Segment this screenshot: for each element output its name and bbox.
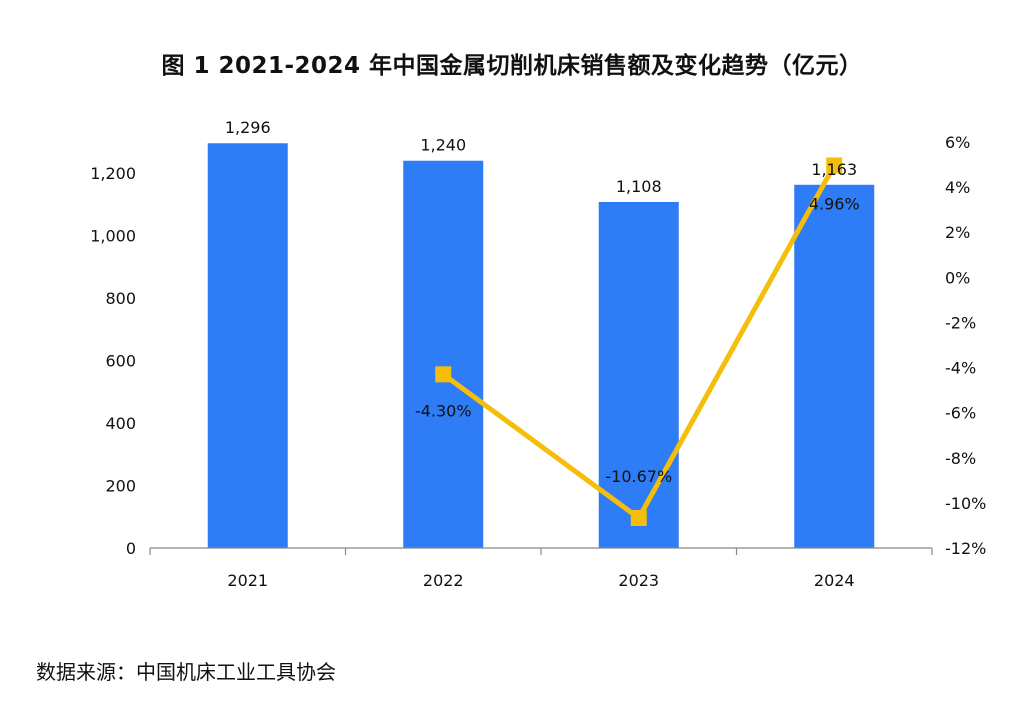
y-right-tick-label: 6% <box>945 133 970 152</box>
bar-2024 <box>794 184 875 549</box>
source-note: 数据来源：中国机床工业工具协会 <box>36 660 336 684</box>
bar-2022 <box>403 160 484 548</box>
y-right-tick-label: -12% <box>945 539 986 558</box>
bar-2023 <box>598 201 679 548</box>
y-right-tick-label: -2% <box>945 313 976 332</box>
y-right-tick-label: 0% <box>945 268 970 287</box>
y-left-tick-label: 1,000 <box>90 227 136 246</box>
y-right-tick-label: 4% <box>945 178 970 197</box>
bar-value-label-2023: 1,108 <box>616 177 662 196</box>
change-marker-2022 <box>435 366 452 383</box>
x-tick-label-2024: 2024 <box>814 571 855 590</box>
y-left-tick-label: 1,200 <box>90 164 136 183</box>
bars-layer <box>207 143 875 549</box>
y-right-tick-label: 2% <box>945 223 970 242</box>
bar-value-label-2021: 1,296 <box>225 118 271 137</box>
y-right-tick-label: -10% <box>945 494 986 513</box>
chart-title: 图 1 2021-2024 年中国金属切削机床销售额及变化趋势（亿元） <box>161 53 863 79</box>
bar-value-label-2022: 1,240 <box>420 136 466 155</box>
bar-value-label-2024: 1,163 <box>811 160 857 179</box>
change-marker-2023 <box>630 510 647 527</box>
change-marker-2024 <box>826 157 843 174</box>
change-value-label-2022: -4.30% <box>415 401 472 420</box>
axis-layer: 2021 2022 2023 2024 0 200 400 600 800 1,000 1,200 -… <box>90 133 986 590</box>
x-tick-label-2021: 2021 <box>227 571 268 590</box>
labels-layer: 1,296 1,240 1,108 1,163 -4.30% -10.67% 4.96% <box>225 118 860 486</box>
x-tick-label-2022: 2022 <box>423 571 464 590</box>
y-left-tick-label: 400 <box>105 414 136 433</box>
y-right-tick-label: -6% <box>945 404 976 423</box>
y-left-tick-label: 0 <box>126 539 136 558</box>
y-left-tick-label: 800 <box>105 289 136 308</box>
y-left-tick-label: 200 <box>105 477 136 496</box>
bar-2021 <box>207 143 288 548</box>
change-value-label-2023: -10.67% <box>605 467 672 486</box>
line-layer <box>435 157 843 527</box>
y-left-tick-label: 600 <box>105 352 136 371</box>
x-tick-label-2023: 2023 <box>618 571 659 590</box>
y-right-tick-label: -8% <box>945 449 976 468</box>
y-right-tick-label: -4% <box>945 359 976 378</box>
change-value-label-2024: 4.96% <box>809 194 860 213</box>
